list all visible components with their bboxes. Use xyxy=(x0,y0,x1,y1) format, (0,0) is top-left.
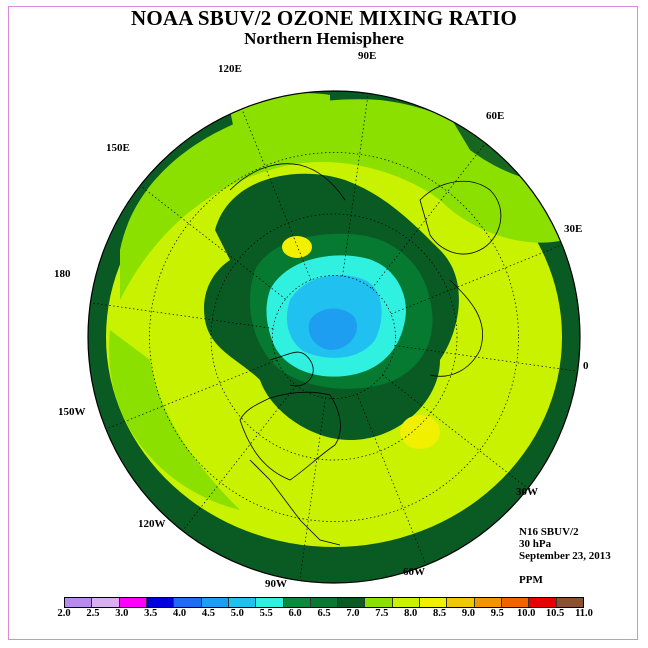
colorbar-swatch xyxy=(392,598,421,607)
colorbar-swatch xyxy=(529,598,557,607)
colorbar-swatch xyxy=(502,598,530,607)
level-label: 30 hPa xyxy=(519,538,552,550)
colorbar-swatch xyxy=(201,598,229,607)
lon-label-150w: 150W xyxy=(58,406,86,418)
colorbar xyxy=(64,597,584,608)
meridian-line xyxy=(342,93,369,277)
meridian-line xyxy=(299,397,326,581)
lon-label-150e: 150E xyxy=(106,142,130,154)
colorbar-swatch xyxy=(174,598,202,607)
latitude-circle xyxy=(149,152,519,522)
colorbar-tick-label: 6.0 xyxy=(288,608,302,619)
lon-label-30w: 30W xyxy=(516,486,538,498)
lon-label-60e: 60E xyxy=(486,110,505,122)
meridian-line xyxy=(394,345,578,372)
colorbar-swatch xyxy=(338,598,366,607)
colorbar-swatch xyxy=(228,598,257,607)
colorbar-tick-label: 5.5 xyxy=(259,608,273,619)
meridian-line xyxy=(371,142,486,289)
colorbar-swatch xyxy=(310,598,339,607)
colorbar-tick-label: 10.5 xyxy=(545,608,565,619)
meridian-line xyxy=(182,385,297,532)
colorbar-tick-label: 7.0 xyxy=(346,608,360,619)
instrument-label: N16 SBUV/2 xyxy=(519,526,579,538)
colorbar-tick-label: 7.5 xyxy=(375,608,389,619)
colorbar-swatch xyxy=(146,598,175,607)
meridian-line xyxy=(90,302,274,329)
coastlines xyxy=(229,163,502,546)
colorbar-swatch xyxy=(556,598,583,607)
graticule xyxy=(90,93,578,581)
colorbar-tick-label: 2.5 xyxy=(86,608,100,619)
colorbar-tick-label: 9.0 xyxy=(461,608,475,619)
colorbar-tick-label: 6.5 xyxy=(317,608,331,619)
colorbar-swatch xyxy=(283,598,311,607)
colorbar-tick-label: 5.0 xyxy=(230,608,244,619)
map-subtitle: Northern Hemisphere xyxy=(244,29,404,48)
meridian-line xyxy=(356,393,427,566)
map-boundary xyxy=(87,90,581,584)
lon-label-90e: 90E xyxy=(358,50,377,62)
colorbar-swatch xyxy=(474,598,502,607)
colorbar-swatch xyxy=(92,598,120,607)
colorbar-tick-label: 4.5 xyxy=(201,608,215,619)
units-label: PPM xyxy=(519,574,543,586)
meridian-line xyxy=(390,244,563,315)
latitude-circle xyxy=(272,275,396,399)
colorbar-swatch xyxy=(256,598,284,607)
colorbar-swatch xyxy=(119,598,147,607)
colorbar-tick-label: 2.0 xyxy=(57,608,71,619)
colorbar-swatch xyxy=(420,598,448,607)
lon-label-120w: 120W xyxy=(138,518,166,530)
figure-frame xyxy=(8,6,638,640)
colorbar-tick-label: 9.5 xyxy=(490,608,504,619)
lon-label-120e: 120E xyxy=(218,63,242,75)
meridian-line xyxy=(241,108,312,281)
colorbar-swatch xyxy=(447,598,475,607)
lon-label-90w: 90W xyxy=(265,578,287,590)
lon-label-180: 180 xyxy=(54,268,71,280)
colorbar-tick-label: 3.5 xyxy=(144,608,158,619)
colorbar-tick-label: 8.5 xyxy=(432,608,447,619)
meridian-line xyxy=(139,185,286,300)
colorbar-tick-label: 8.0 xyxy=(404,608,418,619)
date-label: September 23, 2013 xyxy=(519,550,611,562)
latitude-circle xyxy=(210,213,458,461)
colorbar-tick-label: 3.0 xyxy=(115,608,129,619)
colorbar-swatch xyxy=(65,598,93,607)
map-title: NOAA SBUV/2 OZONE MIXING RATIO xyxy=(131,6,517,30)
lon-label-30e: 30E xyxy=(564,223,583,235)
meridian-line xyxy=(105,359,278,430)
colorbar-tick-label: 4.0 xyxy=(172,608,187,619)
lon-label-60w: 60W xyxy=(403,566,425,578)
lon-label-0: 0 xyxy=(583,360,589,372)
colorbar-tick-label: 10.0 xyxy=(517,608,536,619)
colorbar-swatch xyxy=(365,598,393,607)
meridian-line xyxy=(382,374,529,489)
colorbar-tick-label: 11.0 xyxy=(575,608,593,619)
